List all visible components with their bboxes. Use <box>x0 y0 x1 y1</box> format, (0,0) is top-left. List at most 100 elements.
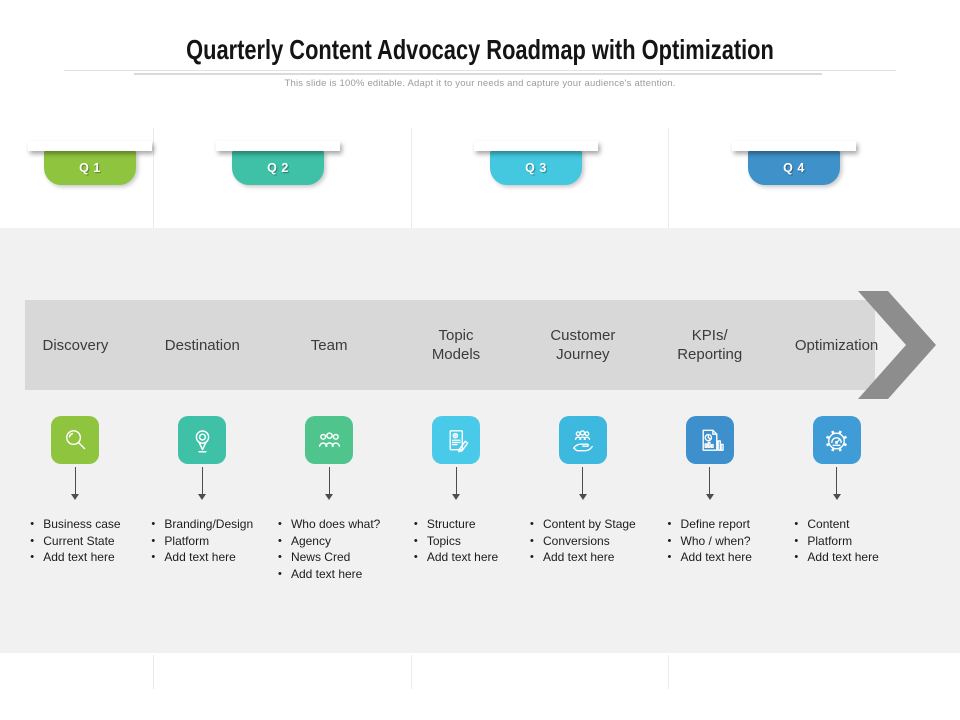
report-chart-icon <box>702 429 724 451</box>
bullet-text: Add text here <box>290 566 363 581</box>
column-divider <box>153 128 154 228</box>
stage-icon-column <box>685 416 734 500</box>
quarter-tab-holder <box>28 141 152 151</box>
stage-bullet-list: Content by Stage Conversions Add text he… <box>530 516 636 582</box>
down-arrow-connector <box>578 467 587 500</box>
bullet-item: Structure <box>414 516 498 533</box>
bullet-text: Platform <box>807 533 853 548</box>
stage-bullet-list: Content Platform Add text here <box>794 516 878 582</box>
stage-label: Optimization <box>794 336 879 354</box>
bullet-text: Content <box>807 517 850 531</box>
bullet-text: Add text here <box>164 550 236 564</box>
bullet-text: Conversions <box>543 533 610 548</box>
search-icon <box>65 429 86 449</box>
stage-icon-column <box>812 416 861 500</box>
stage-icon-tile <box>178 416 227 464</box>
stage-icon-column <box>178 416 227 500</box>
bullet-item: Business case <box>30 516 120 533</box>
arrow-head-icon <box>858 291 936 399</box>
bullet-item: Agency <box>278 533 380 550</box>
bullet-item: Platform <box>151 533 253 550</box>
bullet-item: News Cred <box>278 549 380 566</box>
column-divider <box>668 655 669 689</box>
stage-label: KPIs/ Reporting <box>677 327 743 363</box>
bullet-text: Branding/Design <box>164 517 254 531</box>
stage-icon-row <box>12 416 900 500</box>
bullet-text: Structure <box>426 517 476 531</box>
quarter-tab-shape: Q 1 <box>44 150 136 185</box>
bullet-text: Add text here <box>43 550 115 564</box>
bullet-text: Add text here <box>426 550 499 564</box>
bullet-item: Who does what? <box>278 516 380 533</box>
stage-icon-tile <box>305 416 354 464</box>
quarter-tab-shape: Q 3 <box>490 150 582 185</box>
quarter-tab-label: Q 3 <box>525 160 547 175</box>
bullet-item: Add text here <box>278 566 380 583</box>
quarter-tab-holder <box>732 141 856 151</box>
down-arrow-connector <box>452 467 460 500</box>
stage-bullet-row: Business case Current State Add text her… <box>12 516 900 582</box>
stage-label: Team <box>310 336 348 354</box>
roadmap-panel: Discovery Destination Team Topic Models … <box>0 228 960 653</box>
down-arrow-connector <box>325 467 334 500</box>
title-divider <box>64 70 896 71</box>
slide-subtitle: This slide is 100% editable. Adapt it to… <box>284 78 676 89</box>
quarter-tab-q1: Q 1 <box>28 141 152 187</box>
quarter-tab-q4: Q 4 <box>732 141 856 187</box>
bullet-text: Topics <box>426 533 461 548</box>
bullet-item: Define report <box>668 516 752 533</box>
gear-gauge-icon <box>826 430 848 451</box>
stage-label-row: Discovery Destination Team Topic Models … <box>12 300 900 390</box>
bullet-text: News Cred <box>290 550 351 564</box>
stage-icon-tile <box>558 416 607 464</box>
quarter-tab-label: Q 2 <box>267 160 289 175</box>
bullet-text: Who / when? <box>680 533 751 548</box>
bullet-item: Conversions <box>530 533 636 550</box>
bullet-item: Add text here <box>794 549 878 566</box>
bullet-text: Business case <box>43 517 121 531</box>
bullet-item: Add text here <box>530 549 636 566</box>
quarter-tab-holder <box>474 141 598 151</box>
bullet-text: Content by Stage <box>543 517 636 531</box>
bullet-item: Add text here <box>414 549 498 566</box>
bullet-item: Content by Stage <box>530 516 636 533</box>
stage-icon-tile <box>685 416 734 464</box>
column-divider <box>153 655 154 689</box>
stage-bullet-list: Define report Who / when? Add text here <box>668 516 752 582</box>
stage-icon-column <box>558 416 607 500</box>
stage-icon-tile <box>432 416 480 464</box>
people-in-hand-icon <box>573 429 594 451</box>
stage-bullet-list: Business case Current State Add text her… <box>30 516 120 582</box>
stage-bullet-list: Structure Topics Add text here <box>414 516 498 582</box>
bullet-item: Who / when? <box>668 533 752 550</box>
team-icon <box>318 431 340 447</box>
column-divider <box>668 128 669 228</box>
bullet-item: Topics <box>414 533 498 550</box>
bullet-text: Agency <box>290 533 331 548</box>
quarter-tab-shape: Q 2 <box>232 150 324 185</box>
quarter-tab-q2: Q 2 <box>216 141 340 187</box>
quarter-tab-label: Q 4 <box>783 160 805 175</box>
stage-icon-tile <box>51 416 100 464</box>
bullet-item: Add text here <box>668 549 752 566</box>
stage-bullet-list: Branding/Design Platform Add text here <box>151 516 253 582</box>
stage-bullet-list: Who does what? Agency News Cred Add text… <box>278 516 380 582</box>
location-pin-icon <box>195 429 210 452</box>
document-edit-icon <box>449 429 468 452</box>
page-title: Quarterly Content Advocacy Roadmap with … <box>186 34 774 65</box>
quarter-tab-shape: Q 4 <box>748 150 840 185</box>
stage-label: Destination <box>164 336 240 354</box>
bullet-item: Add text here <box>151 549 253 566</box>
quarter-tab-q3: Q 3 <box>474 141 598 187</box>
down-arrow-connector <box>71 467 80 500</box>
quarter-tab-holder <box>216 141 340 151</box>
stage-label: Customer Journey <box>550 327 616 363</box>
bullet-text: Add text here <box>543 550 615 564</box>
down-arrow-connector <box>198 467 207 500</box>
quarter-tab-label: Q 1 <box>79 160 101 175</box>
column-divider <box>411 128 412 228</box>
down-arrow-connector <box>705 467 714 500</box>
bullet-text: Add text here <box>807 550 879 564</box>
bullet-item: Content <box>794 516 878 533</box>
